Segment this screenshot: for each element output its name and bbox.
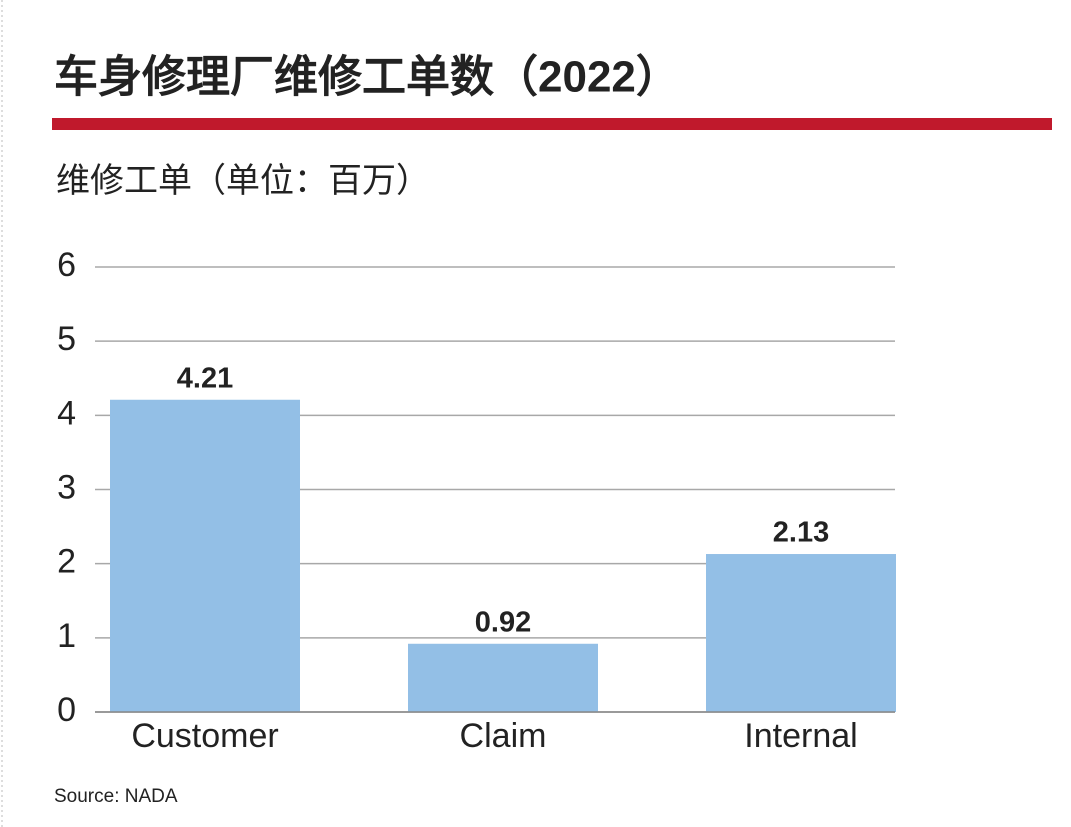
bar [706,554,896,712]
y-tick-label: 2 [57,543,76,581]
y-tick-label: 4 [57,394,76,432]
y-tick-label: 5 [57,320,76,358]
data-label: 2.13 [773,517,829,549]
y-tick-label: 1 [57,617,76,655]
data-label: 0.92 [475,606,531,638]
bar [110,399,300,712]
y-tick-label: 3 [57,468,76,506]
bar [408,643,598,712]
y-tick-label: 6 [57,246,76,284]
chart-subtitle: 维修工单（单位：百万） [56,162,430,200]
chart-title: 车身修理厂维修工单数（2022） [54,53,680,102]
source-note: Source: NADA [54,786,178,807]
x-tick-label: Claim [460,717,547,755]
x-tick-label: Internal [744,717,857,755]
x-tick-label: Customer [131,717,278,755]
y-tick-label: 0 [57,691,76,729]
title-rule [52,118,1052,130]
data-label: 4.21 [177,362,233,394]
